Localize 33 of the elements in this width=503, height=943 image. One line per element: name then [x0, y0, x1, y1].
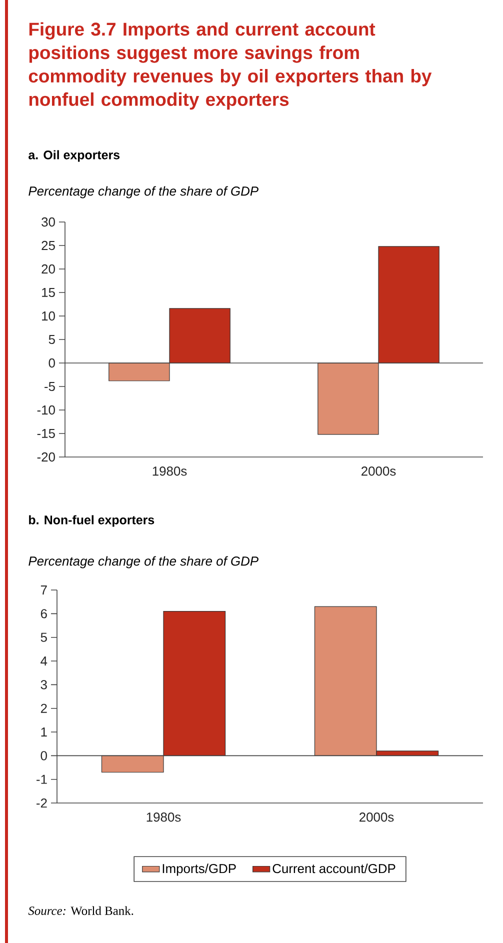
- y-tick-label: 25: [42, 240, 55, 250]
- y-tick-label: 30: [42, 217, 55, 227]
- y-axis-title: Percentage change of the share of GDP: [28, 556, 258, 568]
- y-tick-label: 7: [40, 586, 47, 594]
- y-axis-title: Percentage change of the share of GDP: [28, 186, 258, 198]
- y-tick-label: 2: [40, 704, 47, 713]
- x-tick-label: 1980s: [146, 812, 181, 822]
- y-tick-label: 0: [48, 358, 55, 368]
- y-tick-label: 5: [40, 632, 47, 642]
- x-tick-label: 1980s: [152, 466, 187, 476]
- y-tick-label: 5: [48, 334, 55, 344]
- y-tick-label: -20: [37, 452, 55, 462]
- y-tick-label: -2: [36, 798, 47, 808]
- y-tick-label: 10: [42, 311, 55, 321]
- y-tick-label: -5: [44, 382, 55, 392]
- y-tick-label: 6: [40, 609, 47, 618]
- legend-label: Current account/GDP: [272, 864, 396, 874]
- legend-label: Imports/GDP: [162, 864, 236, 876]
- chart-title: Figure 3.7 Imports and current account positions suggest more savings from commodity revenues by oil exporters than by nonfuel commodity exporters: [28, 22, 432, 110]
- chart-subtitle: a. Oil exporters: [28, 150, 120, 162]
- text: Source: World Bank.: [28, 906, 134, 916]
- y-tick-label: -15: [37, 428, 55, 438]
- y-tick-label: 15: [42, 288, 55, 298]
- y-tick-label: 3: [40, 680, 47, 690]
- y-tick-label: 1: [41, 728, 47, 736]
- y-tick-label: -1: [36, 774, 47, 784]
- x-tick-label: 2000s: [360, 812, 394, 822]
- y-tick-label: -10: [37, 405, 55, 415]
- y-tick-label: 20: [42, 264, 55, 274]
- chart-title: b. Non-fuel exporters: [29, 515, 154, 527]
- x-tick-label: 2000s: [362, 466, 396, 476]
- y-tick-label: 0: [40, 751, 47, 760]
- y-tick-label: 4: [40, 656, 48, 666]
